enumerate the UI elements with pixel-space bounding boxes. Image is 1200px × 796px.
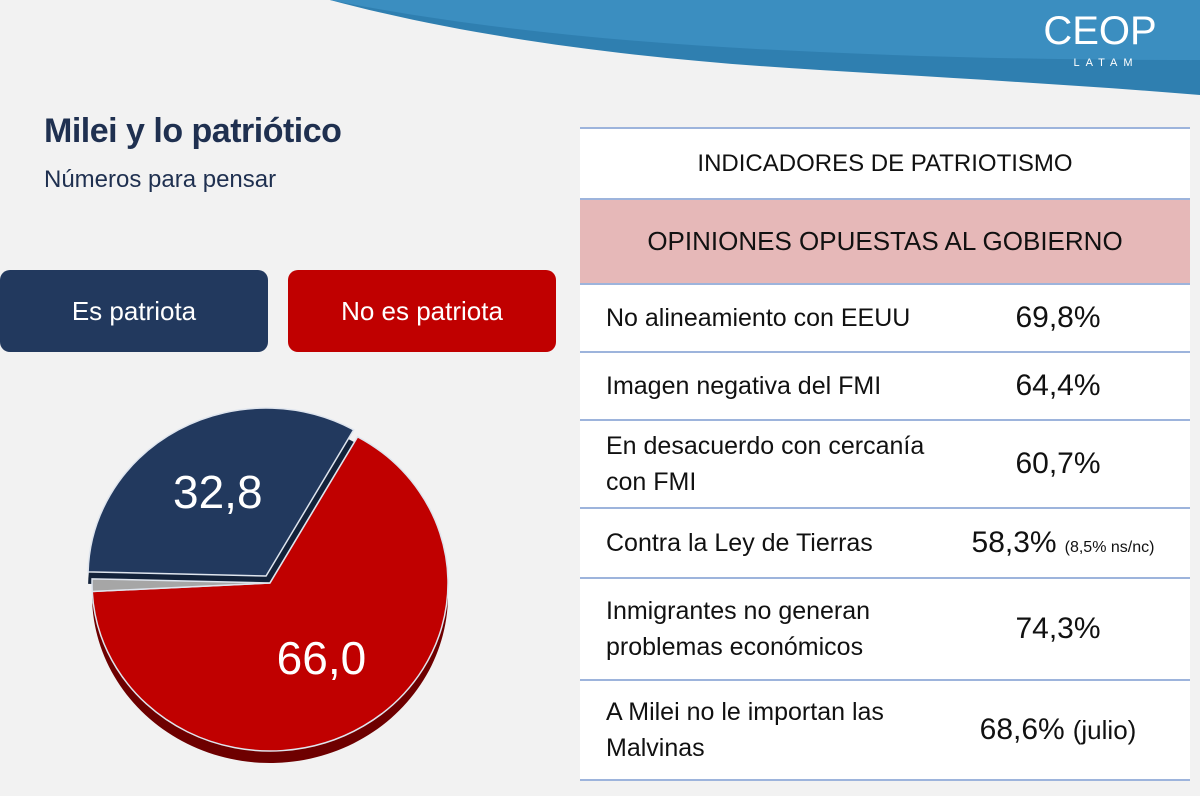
row-label: En desacuerdo con cercanía con FMI xyxy=(606,432,925,496)
table-title-row: INDICADORES DE PATRIOTISMO xyxy=(580,127,1190,200)
row-label: No alineamiento con EEUU xyxy=(606,304,911,332)
table-row: En desacuerdo con cercanía con FMI 60,7% xyxy=(580,421,1190,509)
row-note: (8,5% ns/nc) xyxy=(1064,539,1155,556)
row-value-cell: 68,6% (julio) xyxy=(926,713,1190,747)
wave-light xyxy=(330,0,1200,60)
row-note: (julio) xyxy=(1072,715,1137,745)
pie-slice xyxy=(91,578,271,593)
title: Milei y lo patriótico xyxy=(44,112,342,150)
row-value-cell: 60,7% xyxy=(926,447,1190,481)
table-row: Contra la Ley de Tierras 58,3% (8,5% ns/nc… xyxy=(580,509,1190,579)
row-value-cell: 69,8% xyxy=(926,301,1190,335)
pie-chart: 66,0 32,8 xyxy=(87,407,449,763)
subtitle: Números para pensar xyxy=(44,166,277,193)
row-value-cell: 64,4% xyxy=(926,369,1190,403)
table-section-row: OPINIONES OPUESTAS AL GOBIERNO xyxy=(580,200,1190,285)
data-label: 66,0 xyxy=(277,632,367,684)
row-value: 68,6% xyxy=(979,713,1065,746)
row-label: Inmigrantes no generan problemas económi… xyxy=(606,597,871,661)
table-row: Inmigrantes no generan problemas económi… xyxy=(580,579,1190,681)
row-value-cell: 74,3% xyxy=(926,612,1190,646)
row-value: 64,4% xyxy=(1015,369,1101,402)
row-value: 60,7% xyxy=(1015,447,1101,480)
row-value-cell: 58,3% (8,5% ns/nc) xyxy=(936,526,1190,560)
row-label: Imagen negativa del FMI xyxy=(606,372,882,400)
table: INDICADORES DE PATRIOTISMO OPINIONES OPUE… xyxy=(580,127,1190,781)
logo-sub: LATAM xyxy=(1073,57,1138,69)
header-wave: CEOP LATAM xyxy=(330,0,1200,95)
logo: CEOP xyxy=(1043,9,1156,53)
legend-item: Es patriota xyxy=(0,270,268,352)
data-label: 32,8 xyxy=(173,466,263,518)
row-value: 58,3% xyxy=(971,526,1057,559)
table-row: A Milei no le importan las Malvinas 68,6%… xyxy=(580,681,1190,781)
pie-slice xyxy=(91,435,449,752)
table-section: OPINIONES OPUESTAS AL GOBIERNO xyxy=(647,226,1123,256)
legend-item: No es patriota xyxy=(288,270,556,352)
table-row: No alineamiento con EEUU 69,8% xyxy=(580,285,1190,353)
table-row: Imagen negativa del FMI 64,4% xyxy=(580,353,1190,421)
row-value: 69,8% xyxy=(1015,301,1101,334)
table-title: INDICADORES DE PATRIOTISMO xyxy=(697,149,1073,177)
row-label: Contra la Ley de Tierras xyxy=(606,529,873,557)
row-label: A Milei no le importan las Malvinas xyxy=(606,698,884,762)
row-value: 74,3% xyxy=(1015,612,1101,645)
pie-slice xyxy=(87,407,355,577)
